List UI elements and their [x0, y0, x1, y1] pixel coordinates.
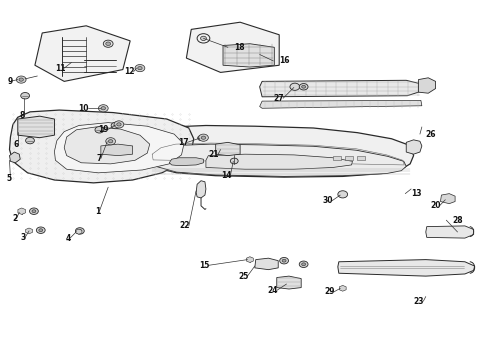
- Polygon shape: [406, 140, 422, 154]
- Circle shape: [108, 140, 113, 143]
- Circle shape: [95, 127, 104, 133]
- Text: 2: 2: [12, 214, 17, 223]
- Circle shape: [138, 67, 142, 70]
- Circle shape: [338, 191, 347, 198]
- Text: 8: 8: [20, 111, 25, 120]
- Polygon shape: [151, 144, 406, 176]
- Circle shape: [201, 136, 206, 139]
- Text: 3: 3: [21, 233, 26, 242]
- Polygon shape: [76, 229, 82, 234]
- Polygon shape: [101, 144, 133, 156]
- Circle shape: [302, 263, 306, 266]
- Polygon shape: [260, 80, 422, 97]
- Text: 19: 19: [98, 125, 108, 134]
- Circle shape: [135, 64, 145, 72]
- FancyBboxPatch shape: [345, 156, 353, 160]
- Text: 21: 21: [209, 150, 219, 159]
- Circle shape: [200, 36, 206, 41]
- Text: 6: 6: [14, 140, 19, 149]
- Text: 22: 22: [179, 221, 190, 230]
- Circle shape: [197, 135, 204, 140]
- Polygon shape: [54, 123, 184, 173]
- Polygon shape: [169, 158, 203, 166]
- Text: 29: 29: [324, 287, 335, 296]
- Polygon shape: [18, 208, 25, 215]
- Polygon shape: [255, 258, 278, 270]
- Text: 9: 9: [7, 77, 12, 86]
- Circle shape: [299, 261, 308, 267]
- Circle shape: [106, 42, 111, 45]
- Circle shape: [29, 208, 38, 215]
- Polygon shape: [426, 226, 474, 238]
- FancyBboxPatch shape: [357, 156, 365, 160]
- Text: 23: 23: [414, 297, 424, 306]
- Text: 16: 16: [279, 57, 290, 66]
- Circle shape: [290, 83, 300, 90]
- Polygon shape: [206, 154, 352, 169]
- Circle shape: [25, 137, 34, 144]
- Circle shape: [230, 158, 238, 164]
- Text: 13: 13: [411, 189, 421, 198]
- Text: 17: 17: [178, 138, 188, 147]
- Polygon shape: [260, 100, 422, 108]
- Text: 15: 15: [199, 261, 209, 270]
- Text: 14: 14: [221, 171, 231, 180]
- Circle shape: [36, 227, 45, 233]
- Circle shape: [21, 93, 29, 99]
- Text: 18: 18: [234, 43, 245, 52]
- Polygon shape: [339, 285, 346, 291]
- Circle shape: [103, 40, 113, 47]
- Text: 10: 10: [78, 104, 89, 113]
- Polygon shape: [196, 181, 206, 198]
- Text: 25: 25: [238, 271, 248, 280]
- Circle shape: [98, 105, 108, 112]
- Polygon shape: [246, 257, 253, 262]
- Polygon shape: [9, 110, 194, 183]
- Circle shape: [39, 229, 43, 231]
- Circle shape: [198, 134, 208, 141]
- Circle shape: [78, 229, 82, 232]
- Polygon shape: [223, 44, 274, 67]
- Circle shape: [282, 259, 286, 262]
- Circle shape: [75, 228, 84, 234]
- Polygon shape: [338, 260, 475, 276]
- Circle shape: [106, 138, 116, 145]
- FancyBboxPatch shape: [333, 156, 341, 160]
- Text: 28: 28: [452, 216, 463, 225]
- Polygon shape: [277, 276, 301, 289]
- Circle shape: [16, 76, 26, 83]
- Text: 24: 24: [267, 286, 278, 295]
- Circle shape: [117, 123, 121, 126]
- Circle shape: [32, 210, 36, 213]
- Circle shape: [302, 85, 306, 88]
- Text: 20: 20: [430, 201, 441, 210]
- Polygon shape: [216, 142, 240, 156]
- Polygon shape: [441, 194, 455, 204]
- Circle shape: [111, 122, 120, 129]
- Text: 1: 1: [95, 207, 100, 216]
- Text: 11: 11: [55, 64, 65, 73]
- Polygon shape: [25, 228, 32, 234]
- Polygon shape: [9, 152, 20, 163]
- Circle shape: [101, 107, 105, 110]
- Text: 26: 26: [426, 130, 436, 139]
- Circle shape: [19, 78, 24, 81]
- Polygon shape: [18, 116, 54, 138]
- Text: 7: 7: [97, 154, 102, 163]
- Polygon shape: [186, 22, 279, 72]
- Text: 30: 30: [322, 196, 333, 205]
- Circle shape: [280, 257, 289, 264]
- Circle shape: [114, 121, 124, 128]
- Polygon shape: [147, 126, 414, 177]
- Text: 5: 5: [6, 174, 11, 183]
- Text: 27: 27: [273, 94, 284, 103]
- Circle shape: [299, 84, 308, 90]
- Text: 4: 4: [66, 234, 71, 243]
- Polygon shape: [64, 127, 150, 164]
- Polygon shape: [418, 78, 436, 93]
- Polygon shape: [35, 26, 130, 81]
- Text: 12: 12: [124, 67, 135, 76]
